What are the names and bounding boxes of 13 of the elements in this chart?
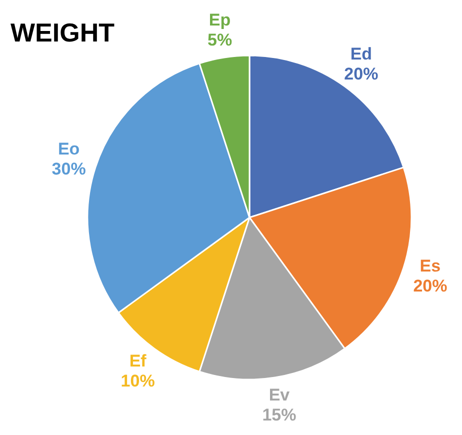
chart-title: WEIGHT: [10, 18, 115, 48]
data-label: 20%: [413, 276, 448, 296]
data-label: 5%: [207, 30, 232, 50]
data-label: 10%: [120, 372, 155, 391]
slice-label: Ep: [208, 10, 231, 30]
slice-label: Es: [420, 256, 441, 276]
data-label: 20%: [344, 64, 378, 84]
data-label: 30%: [52, 159, 86, 178]
slice-label: Ed: [350, 44, 372, 64]
slice-label: Ef: [129, 352, 147, 371]
slice-label: Eo: [58, 139, 80, 158]
data-label: 15%: [262, 406, 296, 425]
slice-label: Ev: [268, 386, 290, 405]
